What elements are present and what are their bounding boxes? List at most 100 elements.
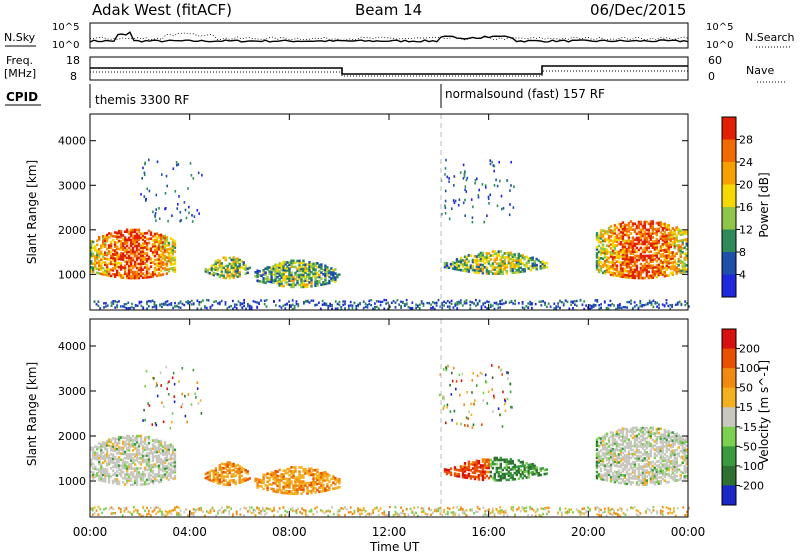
echo-cell (671, 243, 674, 246)
echo-cell (123, 303, 126, 306)
echo-cell (667, 248, 670, 251)
echo-cell (131, 445, 135, 448)
echo-cell (645, 471, 648, 474)
echo-cell (659, 435, 662, 439)
echo-cell (629, 448, 633, 452)
echo-cell (190, 303, 193, 306)
echo-cell (673, 461, 676, 464)
echo-cell (127, 457, 131, 460)
echo-cell (153, 268, 157, 272)
echo-cell (459, 465, 463, 468)
echo-cell (111, 252, 115, 256)
echo-cell (499, 256, 502, 259)
echo-cell (294, 283, 297, 287)
noise-left-label: N.Sky (4, 31, 36, 44)
echo-cell (651, 479, 654, 482)
echo-cell (232, 268, 235, 271)
echo-cell (97, 304, 100, 307)
echo-cell (286, 490, 289, 493)
echo-cell (677, 229, 680, 233)
echo-cell (599, 241, 603, 244)
echo-cell (497, 472, 500, 476)
echo-cell (453, 468, 457, 471)
echo-cell (123, 305, 126, 309)
echo-cell (153, 238, 157, 242)
echo-cell (328, 281, 331, 285)
echo-cell (609, 271, 613, 274)
echo-cell (282, 475, 285, 478)
echo-cell (681, 447, 684, 450)
echo-cell (607, 230, 611, 234)
echo-cell (529, 463, 532, 466)
echo-cell (90, 460, 93, 464)
echo-cell (296, 281, 299, 285)
echo-cell (217, 302, 219, 305)
echo-cell (291, 299, 294, 302)
echo-cell (625, 462, 629, 465)
echo-cell (330, 267, 333, 270)
echo-cell (671, 459, 674, 463)
echo-cell (218, 478, 221, 481)
echo-cell (621, 261, 625, 264)
echo-cell (479, 470, 483, 473)
echo-cell (667, 440, 670, 443)
echo-cell (288, 492, 291, 495)
echo-cell (605, 258, 609, 261)
echo-cell (643, 451, 646, 454)
echo-cell (260, 481, 263, 484)
echo-cell (609, 265, 613, 268)
echo-cell (323, 302, 326, 305)
echo-cell (611, 233, 615, 237)
echo-cell (531, 473, 534, 476)
echo-cell (673, 228, 676, 232)
echo-cell (141, 177, 143, 180)
echo-cell (246, 271, 249, 275)
echo-cell (643, 432, 646, 436)
echo-cell (493, 266, 496, 269)
echo-cell (641, 276, 645, 280)
echo-cell (460, 422, 462, 426)
echo-cell (627, 446, 631, 449)
echo-cell (92, 446, 95, 450)
echo-cell (274, 267, 277, 271)
echo-cell (597, 240, 601, 244)
echo-cell (153, 451, 157, 454)
echo-cell (173, 464, 177, 468)
echo-cell (615, 454, 619, 458)
echo-cell (151, 481, 155, 485)
echo-cell (641, 483, 645, 487)
echo-cell (143, 438, 147, 441)
echo-cell (464, 424, 466, 427)
echo-cell (655, 436, 658, 439)
echo-cell (151, 423, 154, 426)
echo-cell (165, 448, 169, 452)
echo-cell (145, 468, 149, 472)
echo-cell (159, 458, 163, 461)
echo-cell (94, 457, 97, 461)
echo-cell (232, 299, 234, 303)
echo-cell (459, 256, 463, 260)
echo-cell (469, 307, 472, 310)
echo-cell (161, 449, 165, 453)
echo-cell (318, 476, 321, 479)
echo-cell (617, 260, 621, 264)
echo-cell (131, 443, 135, 446)
echo-cell (151, 273, 155, 276)
echo-cell (485, 186, 487, 189)
echo-cell (441, 396, 444, 400)
echo-cell (119, 240, 123, 243)
echo-cell (139, 272, 143, 276)
echo-cell (104, 447, 107, 451)
echo-cell (153, 477, 157, 480)
echo-cell (167, 444, 171, 447)
echo-cell (326, 472, 329, 476)
echo-cell (517, 465, 520, 468)
echo-cell (513, 471, 516, 475)
echo-cell (268, 479, 271, 482)
echo-cell (659, 269, 662, 272)
echo-cell (127, 477, 131, 480)
echo-cell (639, 222, 643, 226)
echo-cell (115, 470, 119, 473)
echo-cell (157, 266, 161, 269)
